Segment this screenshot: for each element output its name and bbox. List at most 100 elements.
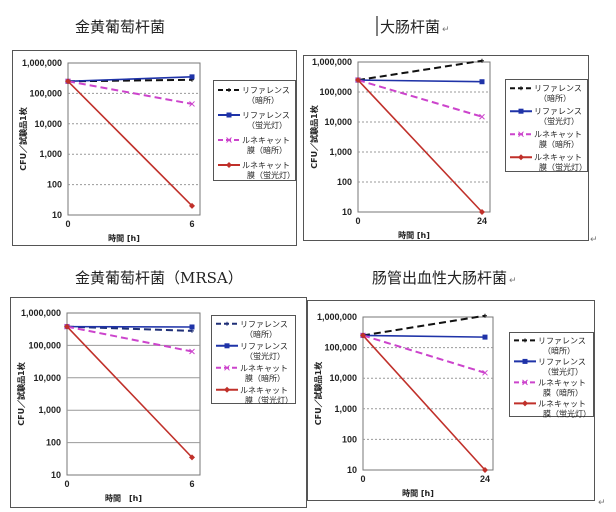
legend-label: （蛍光灯） xyxy=(539,116,579,126)
data-point xyxy=(522,400,528,407)
series-line xyxy=(362,314,486,337)
x-axis-label: 時間 [h] xyxy=(105,493,142,503)
legend-item: リファレンス（暗所） xyxy=(216,320,288,339)
legend-label: リファレンス xyxy=(534,84,582,93)
series-line xyxy=(67,78,193,83)
x-tick-label: 0 xyxy=(355,216,360,226)
legend-label: ルネキャット xyxy=(240,386,288,395)
x-tick-label: 24 xyxy=(477,216,487,226)
legend-label: ルネキャット xyxy=(242,161,290,170)
y-tick-label: 10 xyxy=(342,207,352,217)
legend-label: 膜（蛍光灯） xyxy=(539,162,587,172)
x-tick-label: 0 xyxy=(65,219,70,229)
series-line xyxy=(67,76,193,83)
series-line xyxy=(67,80,193,207)
series-4 xyxy=(64,323,195,461)
y-tick-label: 1,000,000 xyxy=(312,57,352,67)
legend-label: ルネキャット xyxy=(534,130,582,139)
chart-4: 肠管出血性大肠杆菌 ↵1,000,000100,00010,0001,000100… xyxy=(307,269,606,508)
data-point xyxy=(518,108,524,114)
y-tick-label: 100 xyxy=(46,438,61,448)
legend: リファレンス（暗所）リファレンス（蛍光灯）ルネキャット膜（暗所）ルネキャット膜（… xyxy=(509,332,594,418)
legend: リファレンス（暗所）リファレンス（蛍光灯）ルネキャット膜（暗所）ルネキャット膜（… xyxy=(211,315,296,405)
data-point xyxy=(479,209,485,215)
plot-area xyxy=(66,312,201,476)
data-point xyxy=(482,334,488,340)
data-point xyxy=(65,78,71,85)
legend-item: リファレンス（蛍光灯） xyxy=(216,342,288,361)
legend-label: （暗所） xyxy=(245,329,277,339)
legend-label: リファレンス xyxy=(242,111,290,120)
data-point xyxy=(483,313,487,318)
chart-3: 金黄葡萄杆菌（MRSA） 1,000,000 100,000 10,000 1,000 1… xyxy=(10,269,307,508)
legend-label: ルネキャット xyxy=(240,364,288,373)
series-line xyxy=(67,80,193,105)
y-tick-label: 1,000 xyxy=(334,404,357,414)
series-line xyxy=(362,334,486,338)
legend-item: リファレンス（蛍光灯） xyxy=(218,111,290,130)
data-point xyxy=(518,154,524,161)
data-point xyxy=(190,328,194,333)
y-tick-label: 100,000 xyxy=(324,343,357,353)
legend-label: 膜（蛍光灯） xyxy=(247,170,295,180)
series-4 xyxy=(360,332,488,473)
chart-title: 金黄葡萄杆菌（MRSA） xyxy=(75,269,243,287)
data-point xyxy=(226,112,232,118)
y-tick-label: 100 xyxy=(47,180,62,190)
series-line xyxy=(362,334,486,471)
data-point xyxy=(226,137,232,143)
data-point xyxy=(227,88,231,92)
legend-item: リファレンス（暗所） xyxy=(514,336,586,355)
y-axis-label: CFU／試験品1枚 xyxy=(313,362,323,425)
paragraph-mark: ↵ xyxy=(590,235,598,245)
series-line xyxy=(357,59,483,82)
x-axis-label: 時間 [h] xyxy=(108,233,140,243)
series-4 xyxy=(65,78,195,209)
legend-label: ルネキャット xyxy=(538,399,586,408)
y-tick-label: 1,000 xyxy=(38,405,61,415)
legend-label: リファレンス xyxy=(538,357,586,366)
legend-item: リファレンス（暗所） xyxy=(218,86,290,105)
y-tick-label: 100,000 xyxy=(28,340,61,350)
legend-item: リファレンス（暗所） xyxy=(510,84,582,103)
data-point xyxy=(360,332,366,339)
plot-area xyxy=(357,61,491,213)
x-tick-label: 6 xyxy=(189,479,194,489)
legend-label: 膜（暗所） xyxy=(245,373,285,383)
legend: リファレンス（暗所）リファレンス（蛍光灯）ルネキャット膜（暗所）ルネキャット膜（… xyxy=(213,80,296,181)
y-tick-label: 10 xyxy=(347,465,357,475)
x-tick-label: 24 xyxy=(480,474,490,484)
legend: リファレンス（暗所）リファレンス（蛍光灯）ルネキャット膜（暗所）ルネキャット膜（… xyxy=(505,79,588,172)
y-tick-label: 100,000 xyxy=(29,88,62,98)
y-tick-label: 1,000,000 xyxy=(21,308,61,318)
data-point xyxy=(224,386,230,393)
series-line xyxy=(66,325,193,332)
legend-label: ルネキャット xyxy=(538,378,586,387)
series-line xyxy=(66,326,193,458)
y-tick-label: 1,000,000 xyxy=(317,312,357,322)
y-tick-label: 10 xyxy=(52,210,62,220)
legend-label: 膜（蛍光灯） xyxy=(543,408,591,418)
y-tick-label: 1,000 xyxy=(39,149,62,159)
legend-label: 膜（暗所） xyxy=(247,145,287,155)
data-point xyxy=(224,364,230,371)
data-point xyxy=(519,86,523,91)
data-point xyxy=(225,321,229,326)
legend-label: 膜（暗所） xyxy=(543,387,583,397)
data-point xyxy=(479,79,485,85)
y-tick-label: 100,000 xyxy=(319,87,352,97)
data-point xyxy=(189,324,195,330)
legend-label: リファレンス xyxy=(534,107,582,116)
legend-label: リファレンス xyxy=(240,320,288,329)
legend-item: リファレンス（蛍光灯） xyxy=(514,357,586,376)
y-tick-label: 100 xyxy=(337,177,352,187)
legend-label: リファレンス xyxy=(240,342,288,351)
y-tick-label: 10,000 xyxy=(329,373,357,383)
x-tick-label: 0 xyxy=(360,474,365,484)
legend-label: ルネキャット xyxy=(242,136,290,145)
